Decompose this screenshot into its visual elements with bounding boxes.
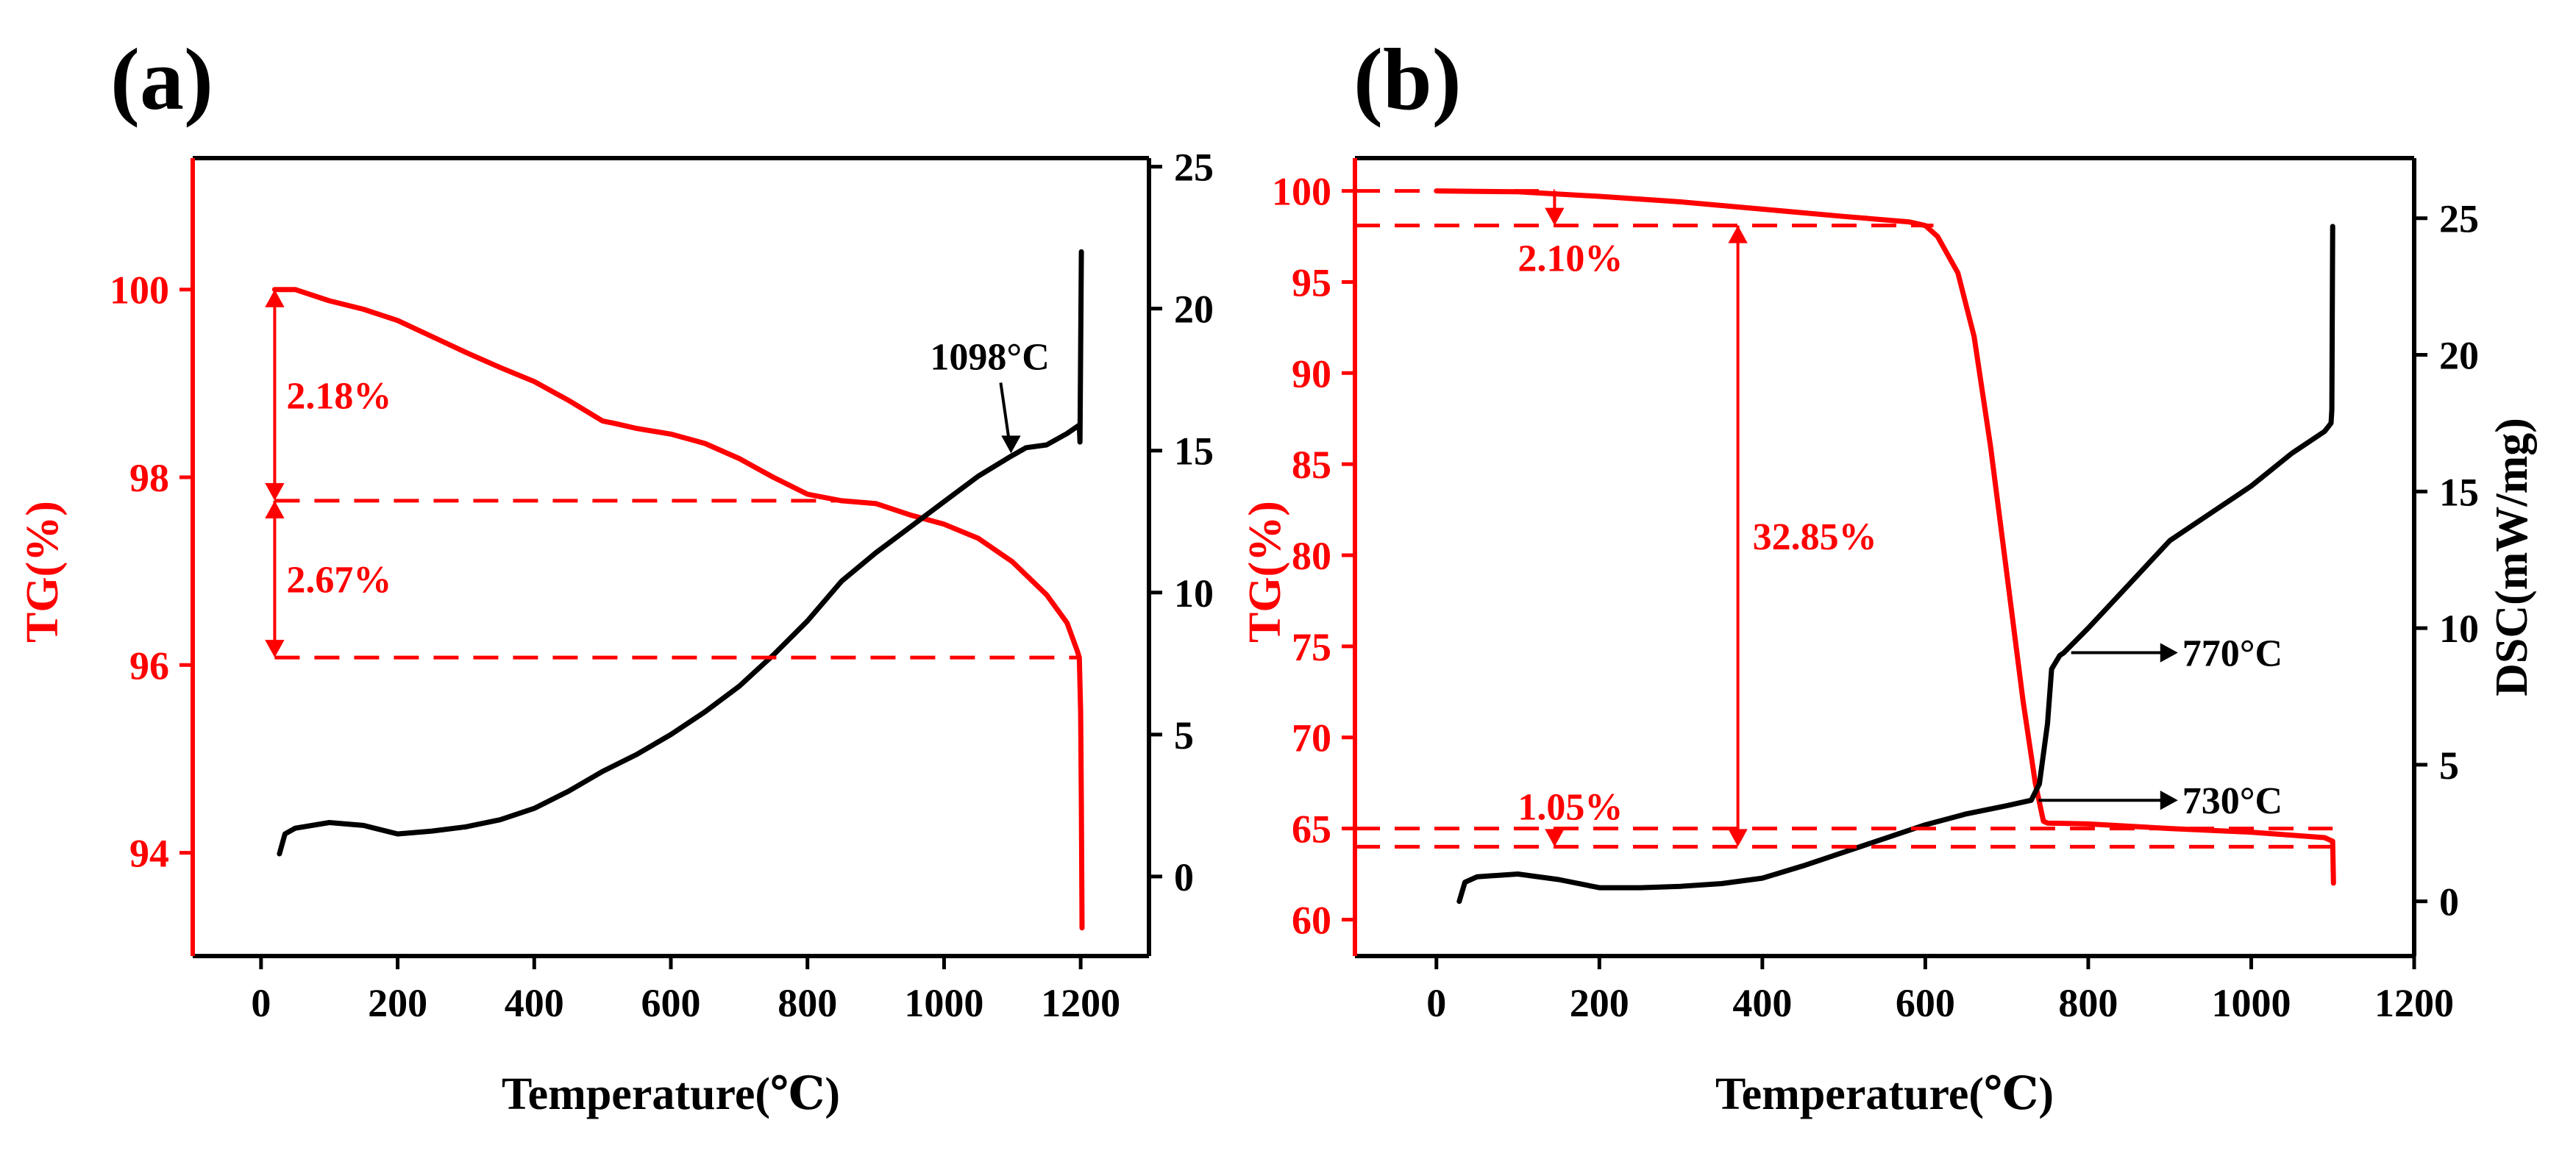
- p1-y-left-tick-label-1: 65: [1292, 807, 1331, 852]
- p0-annotation-2-arrow-head: [1001, 435, 1021, 454]
- p1-y-left-tick-label-6: 90: [1292, 352, 1331, 396]
- p1-annotation-2-label: 1.05%: [1518, 787, 1623, 829]
- p1-y-left-axis-title: TG(%): [1240, 501, 1290, 643]
- p1-annotation-4-arrow-head: [2160, 791, 2178, 810]
- p1-x-tick-label-2: 400: [1732, 981, 1792, 1025]
- p1-annotation-1-arrow-head-down: [1728, 829, 1748, 847]
- p0-y-left-tick-label-2: 98: [129, 456, 169, 500]
- p1-x-tick-label-0: 0: [1426, 981, 1446, 1025]
- p1-y-right-axis-title: DSC(mW/mg): [2487, 418, 2537, 696]
- p1-series-tg-line: [1434, 188, 2336, 886]
- p1-series-dsc-line: [1456, 224, 2335, 905]
- p0-x-tick-label-0: 0: [251, 981, 271, 1025]
- p1-y-right-tick-label-1: 5: [2439, 743, 2459, 788]
- p1-annotation-3-label: 770°C: [2182, 633, 2283, 675]
- p1-y-left-tick-label-0: 60: [1292, 898, 1331, 942]
- p0-annotation-0-label: 2.18%: [286, 375, 391, 417]
- p1-annotation-4-label: 730°C: [2182, 780, 2283, 822]
- p0-x-tick-label-6: 1200: [1041, 981, 1120, 1025]
- p0-annotation-1-label: 2.67%: [286, 559, 391, 601]
- p1-panel-label: (b): [1353, 30, 1462, 128]
- p0-y-left-tick-label-0: 94: [129, 832, 169, 876]
- p1-x-tick-label-6: 1200: [2374, 981, 2454, 1025]
- p0-annotation-0-arrow-head-up: [265, 289, 285, 307]
- p0-y-right-tick-label-3: 15: [1174, 429, 1214, 474]
- p0-y-right-tick-label-2: 10: [1174, 571, 1214, 616]
- p1-annotation-1-label: 32.85%: [1753, 516, 1877, 558]
- p0-x-tick-label-5: 1000: [904, 981, 983, 1025]
- p0-y-right-tick-label-0: 0: [1174, 855, 1194, 899]
- p0-y-left-axis-title: TG(%): [18, 501, 68, 643]
- p1-y-left-tick-label-3: 75: [1292, 625, 1331, 669]
- p0-annotation-1-arrow-head-down: [265, 640, 285, 658]
- p1-y-left-tick-label-8: 100: [1272, 170, 1331, 214]
- p0-annotation-0-arrow-head-down: [265, 482, 285, 501]
- p1-annotation-0-arrow-head-down: [1545, 207, 1565, 226]
- p1-x-tick-label-1: 200: [1570, 981, 1629, 1025]
- p1-y-left-tick-label-2: 70: [1292, 716, 1331, 760]
- p1-y-right-tick-label-5: 25: [2439, 197, 2479, 241]
- p0-x-tick-label-3: 600: [641, 981, 701, 1025]
- p0-x-axis-title: Temperature(℃): [502, 1069, 840, 1119]
- p0-x-tick-label-4: 800: [778, 981, 837, 1025]
- p0-x-tick-label-2: 400: [505, 981, 564, 1025]
- p1-x-axis-title: Temperature(℃): [1715, 1069, 2054, 1119]
- p0-annotation-2-arrow-line: [999, 382, 1011, 439]
- p1-y-right-tick-label-4: 20: [2439, 334, 2479, 378]
- p0-annotation-1-arrow-head-up: [265, 500, 285, 518]
- p0-series-dsc-line: [277, 249, 1084, 857]
- p1-annotation-1-arrow-head-up: [1728, 225, 1748, 243]
- p1-y-right-tick-label-2: 10: [2439, 607, 2479, 651]
- p1-annotation-0-label: 2.10%: [1518, 238, 1623, 280]
- p1-y-left-tick-label-4: 80: [1292, 534, 1331, 578]
- p0-y-left-tick-label-3: 100: [110, 268, 169, 313]
- p0-y-right-tick-label-4: 20: [1174, 288, 1214, 332]
- p0-y-left-tick-label-1: 96: [129, 643, 169, 688]
- p1-x-tick-label-5: 1000: [2211, 981, 2291, 1025]
- p0-panel-label: (a): [110, 30, 213, 128]
- panel-b: (b)0 200 400 600 800 1000 12006065707580859095…: [1240, 30, 2537, 1119]
- p1-y-left-tick-label-5: 85: [1292, 443, 1331, 487]
- p1-annotation-3-arrow-head: [2160, 643, 2178, 663]
- p1-annotation-2-arrow-head-down: [1545, 829, 1565, 847]
- p1-x-tick-label-3: 600: [1896, 981, 1955, 1025]
- p0-annotation-2-label: 1098°C: [930, 336, 1049, 378]
- p1-x-tick-label-4: 800: [2058, 981, 2118, 1025]
- p0-y-right-tick-label-1: 5: [1174, 713, 1194, 757]
- p0-y-right-tick-label-5: 25: [1174, 146, 1214, 190]
- panel-a: (a)0 200 400 600 800 1000 12009496981000510152…: [18, 30, 1214, 1119]
- p0-series-tg-line: [271, 287, 1085, 931]
- p1-y-right-tick-label-0: 0: [2439, 880, 2459, 924]
- p1-y-left-tick-label-7: 95: [1292, 260, 1331, 304]
- p1-y-right-tick-label-3: 15: [2439, 470, 2479, 514]
- p0-x-tick-label-1: 200: [368, 981, 427, 1025]
